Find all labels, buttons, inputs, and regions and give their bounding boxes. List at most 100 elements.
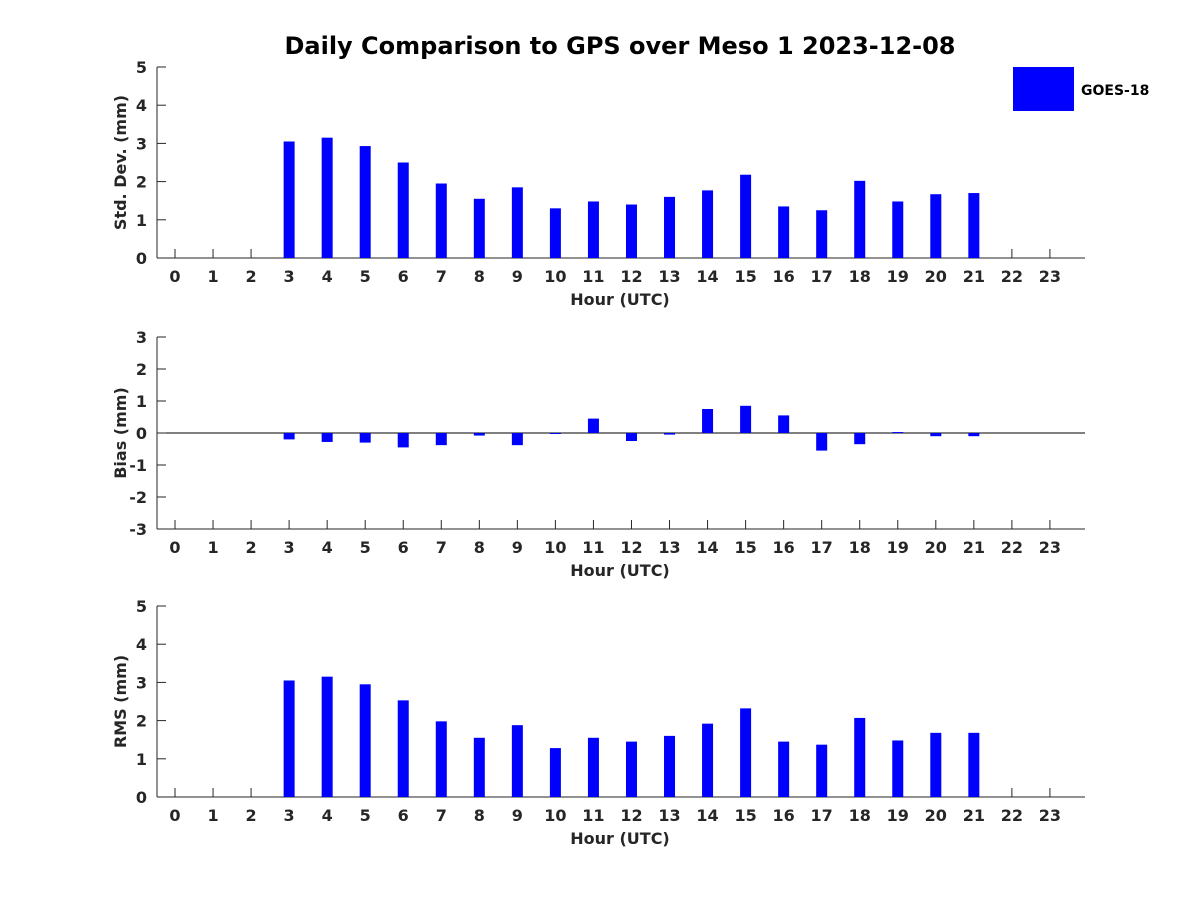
x-tick-label: 3 xyxy=(284,538,295,557)
y-tick-label: 1 xyxy=(136,750,147,769)
x-tick-label: 8 xyxy=(474,267,485,286)
x-tick-label: 12 xyxy=(620,538,642,557)
x-tick-label: 13 xyxy=(658,806,680,825)
bar-hour-13 xyxy=(664,196,676,258)
x-tick-label: 10 xyxy=(544,267,566,286)
x-tick-label: 21 xyxy=(963,806,985,825)
x-tick-label: 9 xyxy=(512,806,523,825)
x-tick-label: 19 xyxy=(887,806,909,825)
bar-hour-10 xyxy=(549,208,561,258)
x-tick-label: 14 xyxy=(696,538,718,557)
bar-hour-6 xyxy=(397,433,409,448)
x-tick-label: 19 xyxy=(887,538,909,557)
bar-hour-16 xyxy=(778,741,790,797)
bar-hour-16 xyxy=(778,206,790,258)
bar-hour-11 xyxy=(587,418,599,433)
x-tick-label: 2 xyxy=(246,538,257,557)
x-tick-label: 1 xyxy=(207,806,218,825)
bar-hour-16 xyxy=(778,415,790,433)
y-tick-label: -3 xyxy=(129,520,147,539)
x-tick-label: 10 xyxy=(544,538,566,557)
x-tick-label: 16 xyxy=(773,267,795,286)
bar-hour-4 xyxy=(321,676,333,797)
x-tick-label: 22 xyxy=(1001,538,1023,557)
bar-hour-3 xyxy=(283,680,295,797)
x-tick-label: 14 xyxy=(696,267,718,286)
x-tick-label: 4 xyxy=(322,806,333,825)
y-tick-label: 3 xyxy=(136,134,147,153)
bar-hour-19 xyxy=(892,201,904,258)
x-tick-label: 11 xyxy=(582,806,604,825)
x-tick-label: 2 xyxy=(246,806,257,825)
y-tick-label: 2 xyxy=(136,173,147,192)
x-tick-label: 13 xyxy=(658,538,680,557)
x-tick-label: 23 xyxy=(1039,267,1061,286)
x-tick-label: 1 xyxy=(207,538,218,557)
bar-hour-5 xyxy=(359,433,371,443)
x-tick-label: 1 xyxy=(207,267,218,286)
x-axis-label: Hour (UTC) xyxy=(570,829,670,848)
x-tick-label: 13 xyxy=(658,267,680,286)
bar-hour-6 xyxy=(397,162,409,258)
x-tick-label: 8 xyxy=(474,806,485,825)
x-tick-label: 19 xyxy=(887,267,909,286)
bar-hour-14 xyxy=(702,723,714,797)
y-axis-label: Bias (mm) xyxy=(111,387,130,479)
y-tick-label: 0 xyxy=(136,424,147,443)
y-tick-label: 1 xyxy=(136,392,147,411)
bar-hour-10 xyxy=(549,433,561,434)
bar-hour-14 xyxy=(702,190,714,258)
bar-hour-18 xyxy=(854,433,866,445)
y-tick-label: 4 xyxy=(136,96,147,115)
y-tick-label: -2 xyxy=(129,488,147,507)
bar-hour-7 xyxy=(435,721,447,797)
x-tick-label: 3 xyxy=(284,267,295,286)
bar-hour-7 xyxy=(435,433,447,446)
x-axis-label: Hour (UTC) xyxy=(570,290,670,309)
bar-hour-19 xyxy=(892,740,904,797)
y-tick-label: 3 xyxy=(136,673,147,692)
bar-hour-21 xyxy=(968,433,980,437)
x-tick-label: 4 xyxy=(322,538,333,557)
bar-hour-9 xyxy=(511,725,523,797)
bar-hour-17 xyxy=(816,210,828,258)
bar-hour-12 xyxy=(625,433,637,441)
x-tick-label: 15 xyxy=(734,267,756,286)
bar-hour-3 xyxy=(283,141,295,258)
x-tick-label: 17 xyxy=(811,538,833,557)
bar-hour-18 xyxy=(854,180,866,258)
x-tick-label: 4 xyxy=(322,267,333,286)
x-tick-label: 20 xyxy=(925,806,947,825)
x-tick-label: 20 xyxy=(925,267,947,286)
x-tick-label: 5 xyxy=(360,806,371,825)
bar-hour-15 xyxy=(740,708,752,797)
bar-hour-20 xyxy=(930,732,942,797)
bar-hour-8 xyxy=(473,198,485,258)
bar-hour-21 xyxy=(968,193,980,258)
y-tick-label: 2 xyxy=(136,360,147,379)
x-tick-label: 23 xyxy=(1039,806,1061,825)
bar-hour-13 xyxy=(664,433,676,435)
x-tick-label: 12 xyxy=(620,806,642,825)
bar-hour-7 xyxy=(435,183,447,258)
y-tick-label: 0 xyxy=(136,788,147,807)
x-tick-label: 23 xyxy=(1039,538,1061,557)
x-tick-label: 20 xyxy=(925,538,947,557)
legend: GOES-18 xyxy=(1013,67,1149,111)
x-tick-label: 5 xyxy=(360,267,371,286)
bar-hour-4 xyxy=(321,137,333,258)
x-tick-label: 7 xyxy=(436,538,447,557)
bar-hour-3 xyxy=(283,433,295,440)
x-tick-label: 9 xyxy=(512,267,523,286)
x-tick-label: 7 xyxy=(436,806,447,825)
bar-hour-12 xyxy=(625,204,637,258)
y-tick-label: 0 xyxy=(136,249,147,268)
y-tick-label: 1 xyxy=(136,211,147,230)
bar-hour-13 xyxy=(664,735,676,797)
x-tick-label: 22 xyxy=(1001,267,1023,286)
bar-hour-5 xyxy=(359,146,371,258)
y-axis-label: RMS (mm) xyxy=(111,655,130,748)
